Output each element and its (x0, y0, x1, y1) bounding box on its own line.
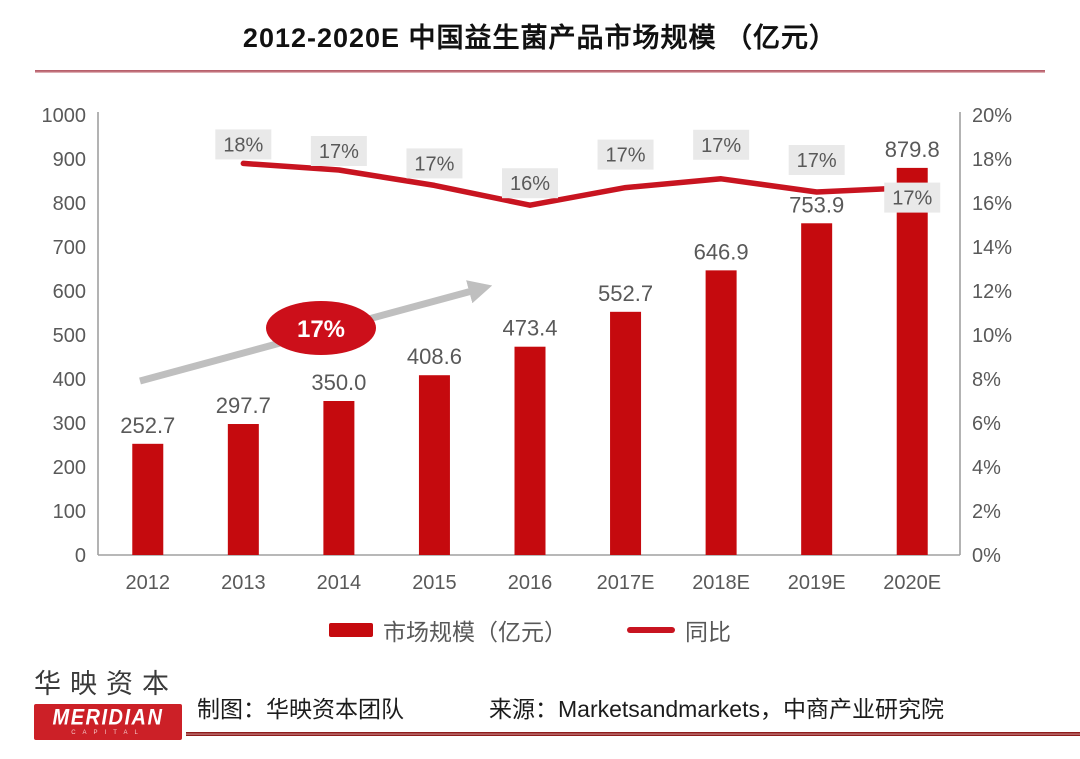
left-tick-label: 700 (53, 237, 86, 259)
line-series-swatch (627, 627, 675, 633)
chart-legend: 市场规模（亿元） 同比 (0, 614, 1060, 646)
bar-2020E (896, 167, 928, 555)
x-tick-label: 2019E (788, 572, 846, 594)
legend-item-yoy: 同比 (627, 613, 731, 647)
chart-title: 2012-2020E 中国益生菌产品市场规模 （亿元） (242, 23, 838, 53)
bar-2015 (418, 375, 450, 555)
left-tick-label: 0 (75, 545, 86, 567)
bar-2016 (514, 346, 546, 555)
bar-value-label: 473.4 (502, 316, 557, 341)
left-tick-label: 300 (53, 413, 86, 435)
bar-series (132, 167, 928, 555)
yoy-label-text: 16% (510, 173, 550, 195)
bar-value-label: 408.6 (407, 344, 462, 369)
yoy-label-box (693, 129, 750, 160)
x-tick-label: 2013 (221, 572, 266, 594)
left-tick-label: 800 (53, 193, 86, 215)
bar-value-label: 252.7 (120, 413, 175, 438)
title-separator (35, 70, 1045, 73)
cagr-label: 17% (297, 316, 345, 343)
right-tick-label: 18% (972, 149, 1012, 171)
left-tick-label: 1000 (42, 105, 87, 127)
right-tick-label: 14% (972, 237, 1012, 259)
logo-red-box: MERIDIAN CAPITAL (34, 704, 182, 740)
bar-value-label: 350.0 (311, 370, 366, 395)
left-tick-label: 100 (53, 501, 86, 523)
yoy-label-box (502, 168, 558, 199)
x-tick-label: 2016 (508, 572, 553, 594)
x-axis-labels: 2012 2013 2014 2015 2016 2017E 2018E 2019E 2020E (126, 572, 942, 594)
right-tick-label: 4% (972, 457, 1001, 479)
footer-separator (186, 732, 1080, 736)
left-tick-label: 500 (53, 325, 86, 347)
yoy-label-box (884, 182, 941, 213)
yoy-label-text: 17% (606, 145, 646, 167)
yoy-label-text: 17% (892, 188, 932, 210)
right-axis-ticks: 0% 2% 4% 6% 8% 10% 12% 14% 16% 18% 20% (972, 105, 1012, 567)
yoy-label-box (215, 129, 272, 160)
bar-value-label: 297.7 (216, 393, 271, 418)
bar-2018E (705, 270, 737, 555)
logo-chinese-text: 华映资本 (34, 669, 178, 699)
yoy-label-text: 17% (797, 150, 837, 172)
right-tick-label: 10% (972, 325, 1012, 347)
bar-2013 (227, 424, 259, 555)
credit-text: 制图：华映资本团队 (197, 696, 404, 722)
bar-series-swatch (329, 623, 373, 637)
chart-canvas: 17% 0 100 200 300 400 500 600 700 800 900 1000 0% 2% 4… (42, 105, 1013, 594)
bar-2019E (801, 223, 833, 555)
right-tick-label: 2% (972, 501, 1001, 523)
x-tick-label: 2014 (317, 572, 362, 594)
yoy-label-box (788, 145, 845, 175)
x-tick-label: 2017E (597, 572, 655, 594)
trend-arrow-annotation: 17% (139, 280, 493, 385)
legend-label-market-size: 市场规模（亿元） (383, 619, 567, 645)
x-tick-label: 2012 (126, 572, 171, 594)
left-axis-ticks: 0 100 200 300 400 500 600 700 800 900 1000 (42, 105, 87, 567)
bar-value-label: 552.7 (598, 281, 653, 306)
bar-2017E (610, 311, 642, 555)
logo-english-text: MERIDIAN (52, 705, 164, 731)
right-tick-label: 0% (972, 545, 1001, 567)
x-tick-label: 2018E (692, 572, 750, 594)
yoy-label-text: 18% (223, 134, 263, 156)
right-tick-label: 8% (972, 369, 1001, 391)
bar-value-labels: 252.7 297.7 350.0 408.6 473.4 552.7 646.9 753.9… (120, 137, 940, 438)
left-tick-label: 600 (53, 281, 86, 303)
yoy-label-text: 17% (414, 153, 454, 175)
bar-value-label: 879.8 (885, 137, 940, 162)
right-tick-label: 6% (972, 413, 1001, 435)
left-tick-label: 200 (53, 457, 86, 479)
yoy-line (240, 160, 915, 208)
legend-label-yoy: 同比 (685, 619, 731, 645)
bar-value-label: 646.9 (694, 239, 749, 264)
source-text: 来源：Marketsandmarkets，中商产业研究院 (489, 696, 944, 722)
yoy-label-text: 17% (319, 141, 359, 163)
cagr-ellipse (266, 301, 376, 355)
meridian-logo: 华映资本 MERIDIAN CAPITAL (34, 662, 184, 740)
bar-value-label: 753.9 (789, 192, 844, 217)
left-tick-label: 900 (53, 149, 86, 171)
yoy-label-text: 17% (701, 135, 741, 157)
logo-subtext: CAPITAL (71, 730, 145, 736)
x-tick-label: 2020E (883, 572, 941, 594)
bar-2012 (132, 443, 164, 555)
bar-2014 (323, 401, 355, 555)
right-tick-label: 20% (972, 105, 1012, 127)
yoy-label-box (597, 139, 654, 170)
x-tick-label: 2015 (412, 572, 457, 594)
yoy-label-box (310, 136, 367, 166)
left-tick-label: 400 (53, 369, 86, 391)
legend-item-market-size: 市场规模（亿元） (329, 613, 567, 647)
right-tick-label: 16% (972, 193, 1012, 215)
yoy-point-labels: 18% 17% 17% 16% 17% 17% 17% 17% (215, 129, 941, 213)
right-tick-label: 12% (972, 281, 1012, 303)
yoy-label-box (406, 148, 463, 179)
